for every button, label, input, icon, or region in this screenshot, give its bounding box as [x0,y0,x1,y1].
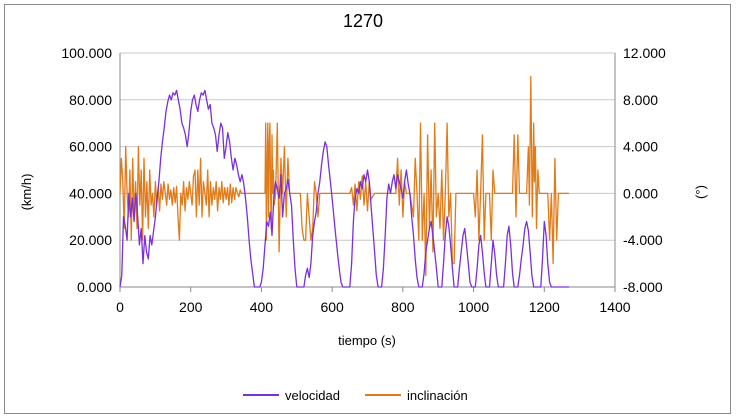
x-tick-label: 600 [320,299,344,315]
y-left-tick-label: 40.000 [69,185,112,201]
y-right-tick-label: -4.000 [623,232,663,248]
chart-frame: 1270 0.000 -8.000 20.000 -4.000 40.000 0.000 6… [4,4,731,414]
data-series [119,75,569,288]
x-tick-label: 1200 [529,299,560,315]
x-axis-label: tiempo (s) [338,333,396,348]
x-tick-label: 200 [179,299,203,315]
y-axis-right-label: (°) [693,185,708,199]
y-right-tick-label: -8.000 [623,279,663,295]
legend-label-velocidad: velocidad [285,388,340,403]
legend-label-inclinacion: inclinación [407,388,468,403]
y-right-tick-label: 8.000 [623,92,658,108]
series-line-velocidad [119,89,569,288]
y-left-tick-label: 80.000 [69,92,112,108]
axes [119,53,616,292]
y-left-tick-label: 20.000 [69,232,112,248]
y-left-tick-label: 0.000 [77,279,112,295]
x-tick-label: 1000 [458,299,489,315]
x-tick-label: 1400 [599,299,630,315]
x-tick-label: 0 [116,299,124,315]
y-axis-left-label: (km/h) [19,174,34,211]
series-line-inclinacion [119,75,569,276]
x-tick-label: 800 [391,299,415,315]
legend: velocidad inclinación [243,388,468,403]
y-right-tick-label: 12.000 [623,45,666,61]
x-tick-label: 400 [250,299,274,315]
tick-labels: 0.000 -8.000 20.000 -4.000 40.000 0.000 60.000… [61,45,666,315]
y-right-tick-label: 4.000 [623,139,658,155]
chart-svg: 1270 0.000 -8.000 20.000 -4.000 40.000 0.000 6… [19,11,708,403]
y-left-tick-label: 100.000 [61,45,112,61]
chart-title: 1270 [343,11,383,31]
y-right-tick-label: 0.000 [623,185,658,201]
y-left-tick-label: 60.000 [69,139,112,155]
